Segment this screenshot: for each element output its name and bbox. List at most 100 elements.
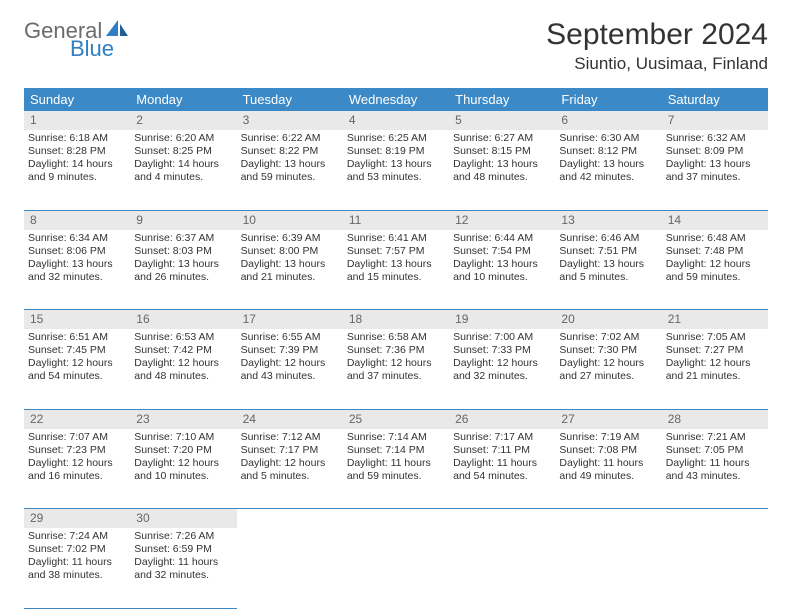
day-number-cell bbox=[555, 509, 661, 529]
day-number-cell: 1 bbox=[24, 111, 130, 130]
day-number-cell: 28 bbox=[662, 409, 768, 429]
sunrise-text: Sunrise: 6:20 AM bbox=[134, 132, 232, 145]
day-cell: Sunrise: 7:00 AMSunset: 7:33 PMDaylight:… bbox=[449, 329, 555, 409]
day-cell: Sunrise: 6:53 AMSunset: 7:42 PMDaylight:… bbox=[130, 329, 236, 409]
sunrise-text: Sunrise: 7:19 AM bbox=[559, 431, 657, 444]
daylight-text: Daylight: 13 hours and 48 minutes. bbox=[453, 158, 551, 184]
day-cell: Sunrise: 7:10 AMSunset: 7:20 PMDaylight:… bbox=[130, 429, 236, 509]
daylight-text: Daylight: 13 hours and 21 minutes. bbox=[241, 258, 339, 284]
sunset-text: Sunset: 7:42 PM bbox=[134, 344, 232, 357]
daylight-text: Daylight: 13 hours and 5 minutes. bbox=[559, 258, 657, 284]
day-cell: Sunrise: 6:58 AMSunset: 7:36 PMDaylight:… bbox=[343, 329, 449, 409]
day-cell: Sunrise: 6:44 AMSunset: 7:54 PMDaylight:… bbox=[449, 230, 555, 310]
day-number-cell bbox=[662, 509, 768, 529]
sunrise-text: Sunrise: 7:07 AM bbox=[28, 431, 126, 444]
week-row: Sunrise: 7:24 AMSunset: 7:02 PMDaylight:… bbox=[24, 528, 768, 608]
day-number-cell: 3 bbox=[237, 111, 343, 130]
day-cell: Sunrise: 6:22 AMSunset: 8:22 PMDaylight:… bbox=[237, 130, 343, 210]
sunset-text: Sunset: 7:27 PM bbox=[666, 344, 764, 357]
day-cell: Sunrise: 7:07 AMSunset: 7:23 PMDaylight:… bbox=[24, 429, 130, 509]
day-number-cell: 25 bbox=[343, 409, 449, 429]
day-number-cell: 19 bbox=[449, 310, 555, 330]
sunrise-text: Sunrise: 7:26 AM bbox=[134, 530, 232, 543]
sunset-text: Sunset: 7:54 PM bbox=[453, 245, 551, 258]
daylight-text: Daylight: 12 hours and 48 minutes. bbox=[134, 357, 232, 383]
sunset-text: Sunset: 7:30 PM bbox=[559, 344, 657, 357]
day-cell: Sunrise: 7:24 AMSunset: 7:02 PMDaylight:… bbox=[24, 528, 130, 608]
sunset-text: Sunset: 7:51 PM bbox=[559, 245, 657, 258]
sunrise-text: Sunrise: 7:17 AM bbox=[453, 431, 551, 444]
daynum-row: 22232425262728 bbox=[24, 409, 768, 429]
weekday-header: Sunday bbox=[24, 88, 130, 111]
day-cell: Sunrise: 7:19 AMSunset: 7:08 PMDaylight:… bbox=[555, 429, 661, 509]
sunrise-text: Sunrise: 7:21 AM bbox=[666, 431, 764, 444]
weekday-header: Wednesday bbox=[343, 88, 449, 111]
daylight-text: Daylight: 12 hours and 32 minutes. bbox=[453, 357, 551, 383]
week-row: Sunrise: 6:51 AMSunset: 7:45 PMDaylight:… bbox=[24, 329, 768, 409]
sunset-text: Sunset: 7:39 PM bbox=[241, 344, 339, 357]
daylight-text: Daylight: 12 hours and 21 minutes. bbox=[666, 357, 764, 383]
daylight-text: Daylight: 11 hours and 54 minutes. bbox=[453, 457, 551, 483]
daylight-text: Daylight: 12 hours and 54 minutes. bbox=[28, 357, 126, 383]
day-number-cell: 17 bbox=[237, 310, 343, 330]
day-number-cell: 18 bbox=[343, 310, 449, 330]
sunset-text: Sunset: 7:33 PM bbox=[453, 344, 551, 357]
daylight-text: Daylight: 14 hours and 4 minutes. bbox=[134, 158, 232, 184]
sunset-text: Sunset: 7:23 PM bbox=[28, 444, 126, 457]
daynum-row: 2930 bbox=[24, 509, 768, 529]
weekday-header: Saturday bbox=[662, 88, 768, 111]
sunset-text: Sunset: 7:17 PM bbox=[241, 444, 339, 457]
sunrise-text: Sunrise: 7:12 AM bbox=[241, 431, 339, 444]
location-label: Siuntio, Uusimaa, Finland bbox=[546, 54, 768, 74]
daylight-text: Daylight: 11 hours and 38 minutes. bbox=[28, 556, 126, 582]
sunrise-text: Sunrise: 6:22 AM bbox=[241, 132, 339, 145]
daylight-text: Daylight: 11 hours and 59 minutes. bbox=[347, 457, 445, 483]
day-number-cell: 21 bbox=[662, 310, 768, 330]
sunset-text: Sunset: 7:08 PM bbox=[559, 444, 657, 457]
sunrise-text: Sunrise: 6:41 AM bbox=[347, 232, 445, 245]
day-number-cell: 27 bbox=[555, 409, 661, 429]
day-cell: Sunrise: 6:34 AMSunset: 8:06 PMDaylight:… bbox=[24, 230, 130, 310]
daylight-text: Daylight: 13 hours and 26 minutes. bbox=[134, 258, 232, 284]
day-number-cell: 4 bbox=[343, 111, 449, 130]
day-number-cell: 9 bbox=[130, 210, 236, 230]
page-title: September 2024 bbox=[546, 18, 768, 52]
day-cell: Sunrise: 6:27 AMSunset: 8:15 PMDaylight:… bbox=[449, 130, 555, 210]
day-number-cell: 26 bbox=[449, 409, 555, 429]
daylight-text: Daylight: 12 hours and 5 minutes. bbox=[241, 457, 339, 483]
sunset-text: Sunset: 7:20 PM bbox=[134, 444, 232, 457]
sunset-text: Sunset: 7:57 PM bbox=[347, 245, 445, 258]
day-number-cell: 20 bbox=[555, 310, 661, 330]
day-number-cell: 10 bbox=[237, 210, 343, 230]
day-cell: Sunrise: 7:17 AMSunset: 7:11 PMDaylight:… bbox=[449, 429, 555, 509]
sunrise-text: Sunrise: 6:46 AM bbox=[559, 232, 657, 245]
daylight-text: Daylight: 12 hours and 43 minutes. bbox=[241, 357, 339, 383]
day-cell: Sunrise: 7:12 AMSunset: 7:17 PMDaylight:… bbox=[237, 429, 343, 509]
weekday-header: Friday bbox=[555, 88, 661, 111]
daylight-text: Daylight: 11 hours and 43 minutes. bbox=[666, 457, 764, 483]
daylight-text: Daylight: 12 hours and 59 minutes. bbox=[666, 258, 764, 284]
day-number-cell: 30 bbox=[130, 509, 236, 529]
daylight-text: Daylight: 13 hours and 32 minutes. bbox=[28, 258, 126, 284]
daylight-text: Daylight: 12 hours and 16 minutes. bbox=[28, 457, 126, 483]
day-number-cell bbox=[237, 509, 343, 529]
day-number-cell bbox=[343, 509, 449, 529]
sunset-text: Sunset: 8:09 PM bbox=[666, 145, 764, 158]
week-row: Sunrise: 7:07 AMSunset: 7:23 PMDaylight:… bbox=[24, 429, 768, 509]
day-cell: Sunrise: 6:39 AMSunset: 8:00 PMDaylight:… bbox=[237, 230, 343, 310]
day-cell: Sunrise: 7:05 AMSunset: 7:27 PMDaylight:… bbox=[662, 329, 768, 409]
sunrise-text: Sunrise: 7:24 AM bbox=[28, 530, 126, 543]
day-cell: Sunrise: 6:20 AMSunset: 8:25 PMDaylight:… bbox=[130, 130, 236, 210]
daylight-text: Daylight: 12 hours and 10 minutes. bbox=[134, 457, 232, 483]
day-cell: Sunrise: 6:48 AMSunset: 7:48 PMDaylight:… bbox=[662, 230, 768, 310]
logo: General Blue bbox=[24, 18, 130, 60]
day-number-cell: 14 bbox=[662, 210, 768, 230]
day-cell: Sunrise: 6:37 AMSunset: 8:03 PMDaylight:… bbox=[130, 230, 236, 310]
sunrise-text: Sunrise: 6:34 AM bbox=[28, 232, 126, 245]
sunrise-text: Sunrise: 6:53 AM bbox=[134, 331, 232, 344]
sunset-text: Sunset: 8:19 PM bbox=[347, 145, 445, 158]
day-number-cell: 16 bbox=[130, 310, 236, 330]
calendar-table: Sunday Monday Tuesday Wednesday Thursday… bbox=[24, 88, 768, 609]
sunrise-text: Sunrise: 6:44 AM bbox=[453, 232, 551, 245]
week-row: Sunrise: 6:34 AMSunset: 8:06 PMDaylight:… bbox=[24, 230, 768, 310]
